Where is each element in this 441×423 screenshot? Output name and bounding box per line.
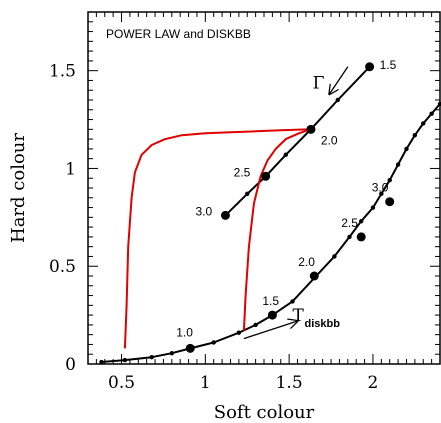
marked-point bbox=[385, 197, 395, 207]
y-tick-label: 1.5 bbox=[49, 62, 76, 82]
track-point bbox=[236, 330, 242, 335]
x-tick-label: 1.5 bbox=[276, 373, 303, 393]
point-label: 3.0 bbox=[372, 181, 389, 195]
track-point bbox=[149, 354, 154, 360]
track-point bbox=[387, 177, 392, 183]
track-point bbox=[283, 152, 288, 157]
tdiskbb-arrow bbox=[243, 321, 298, 340]
track-point bbox=[99, 359, 104, 365]
track-point bbox=[395, 162, 401, 167]
chart-markers: 1.5 2.0 2.5 3.0 1.0 1.5 2.0 2.5 3.0 bbox=[99, 58, 441, 365]
point-label: 1.0 bbox=[176, 325, 193, 339]
marked-point bbox=[306, 124, 316, 134]
track-point bbox=[412, 133, 418, 138]
track-point bbox=[290, 299, 295, 304]
y-tick-label: 0 bbox=[65, 355, 76, 375]
track-point bbox=[379, 191, 384, 197]
point-label: 2.0 bbox=[321, 133, 338, 147]
track-point bbox=[332, 254, 337, 259]
track-point bbox=[245, 191, 250, 197]
track-point bbox=[429, 111, 434, 116]
x-tick-label: 1 bbox=[200, 373, 211, 393]
tdiskbb-label: T bbox=[292, 306, 304, 326]
track-point bbox=[335, 97, 340, 103]
plot-frame bbox=[87, 11, 441, 365]
track-point bbox=[404, 146, 409, 152]
track-point bbox=[421, 121, 426, 126]
chart-arrows: Γ T diskbb bbox=[243, 66, 349, 340]
point-label: 2.0 bbox=[298, 255, 315, 269]
point-label: 1.5 bbox=[262, 294, 279, 308]
track-point bbox=[347, 234, 352, 240]
gamma-label: Γ bbox=[313, 73, 325, 93]
point-label: 1.5 bbox=[380, 58, 397, 72]
tdiskbb-subscript: diskbb bbox=[304, 318, 340, 330]
marked-point bbox=[267, 310, 277, 320]
marked-point bbox=[356, 232, 366, 242]
track-point bbox=[122, 357, 128, 363]
y-axis-label: Hard colour bbox=[8, 133, 29, 243]
marked-point bbox=[220, 210, 230, 220]
y-tick-label: 1 bbox=[65, 159, 76, 179]
axis-ticks: 0.5 1 1.5 2 0 0.5 1 1.5 bbox=[49, 11, 441, 393]
point-label: 2.5 bbox=[234, 165, 251, 179]
point-label: 2.5 bbox=[341, 216, 358, 230]
marked-point bbox=[185, 343, 195, 353]
series-line-2 bbox=[101, 103, 441, 363]
series-line-4 bbox=[242, 128, 312, 331]
x-tick-label: 2 bbox=[368, 373, 379, 393]
track-point bbox=[370, 205, 376, 210]
marked-point bbox=[365, 62, 375, 72]
marked-point bbox=[261, 171, 271, 181]
x-tick-label: 0.5 bbox=[108, 373, 135, 393]
panel-label: POWER LAW and DISKBB bbox=[106, 27, 251, 41]
marked-point bbox=[309, 271, 319, 281]
x-axis-label: Soft colour bbox=[214, 402, 315, 423]
track-point bbox=[169, 351, 175, 356]
gamma-arrow bbox=[329, 66, 349, 94]
track-point bbox=[253, 322, 258, 328]
series-line-3 bbox=[123, 128, 311, 349]
track-point bbox=[211, 340, 216, 345]
point-label: 3.0 bbox=[195, 204, 212, 218]
y-tick-label: 0.5 bbox=[49, 257, 76, 277]
track-point bbox=[359, 219, 364, 224]
